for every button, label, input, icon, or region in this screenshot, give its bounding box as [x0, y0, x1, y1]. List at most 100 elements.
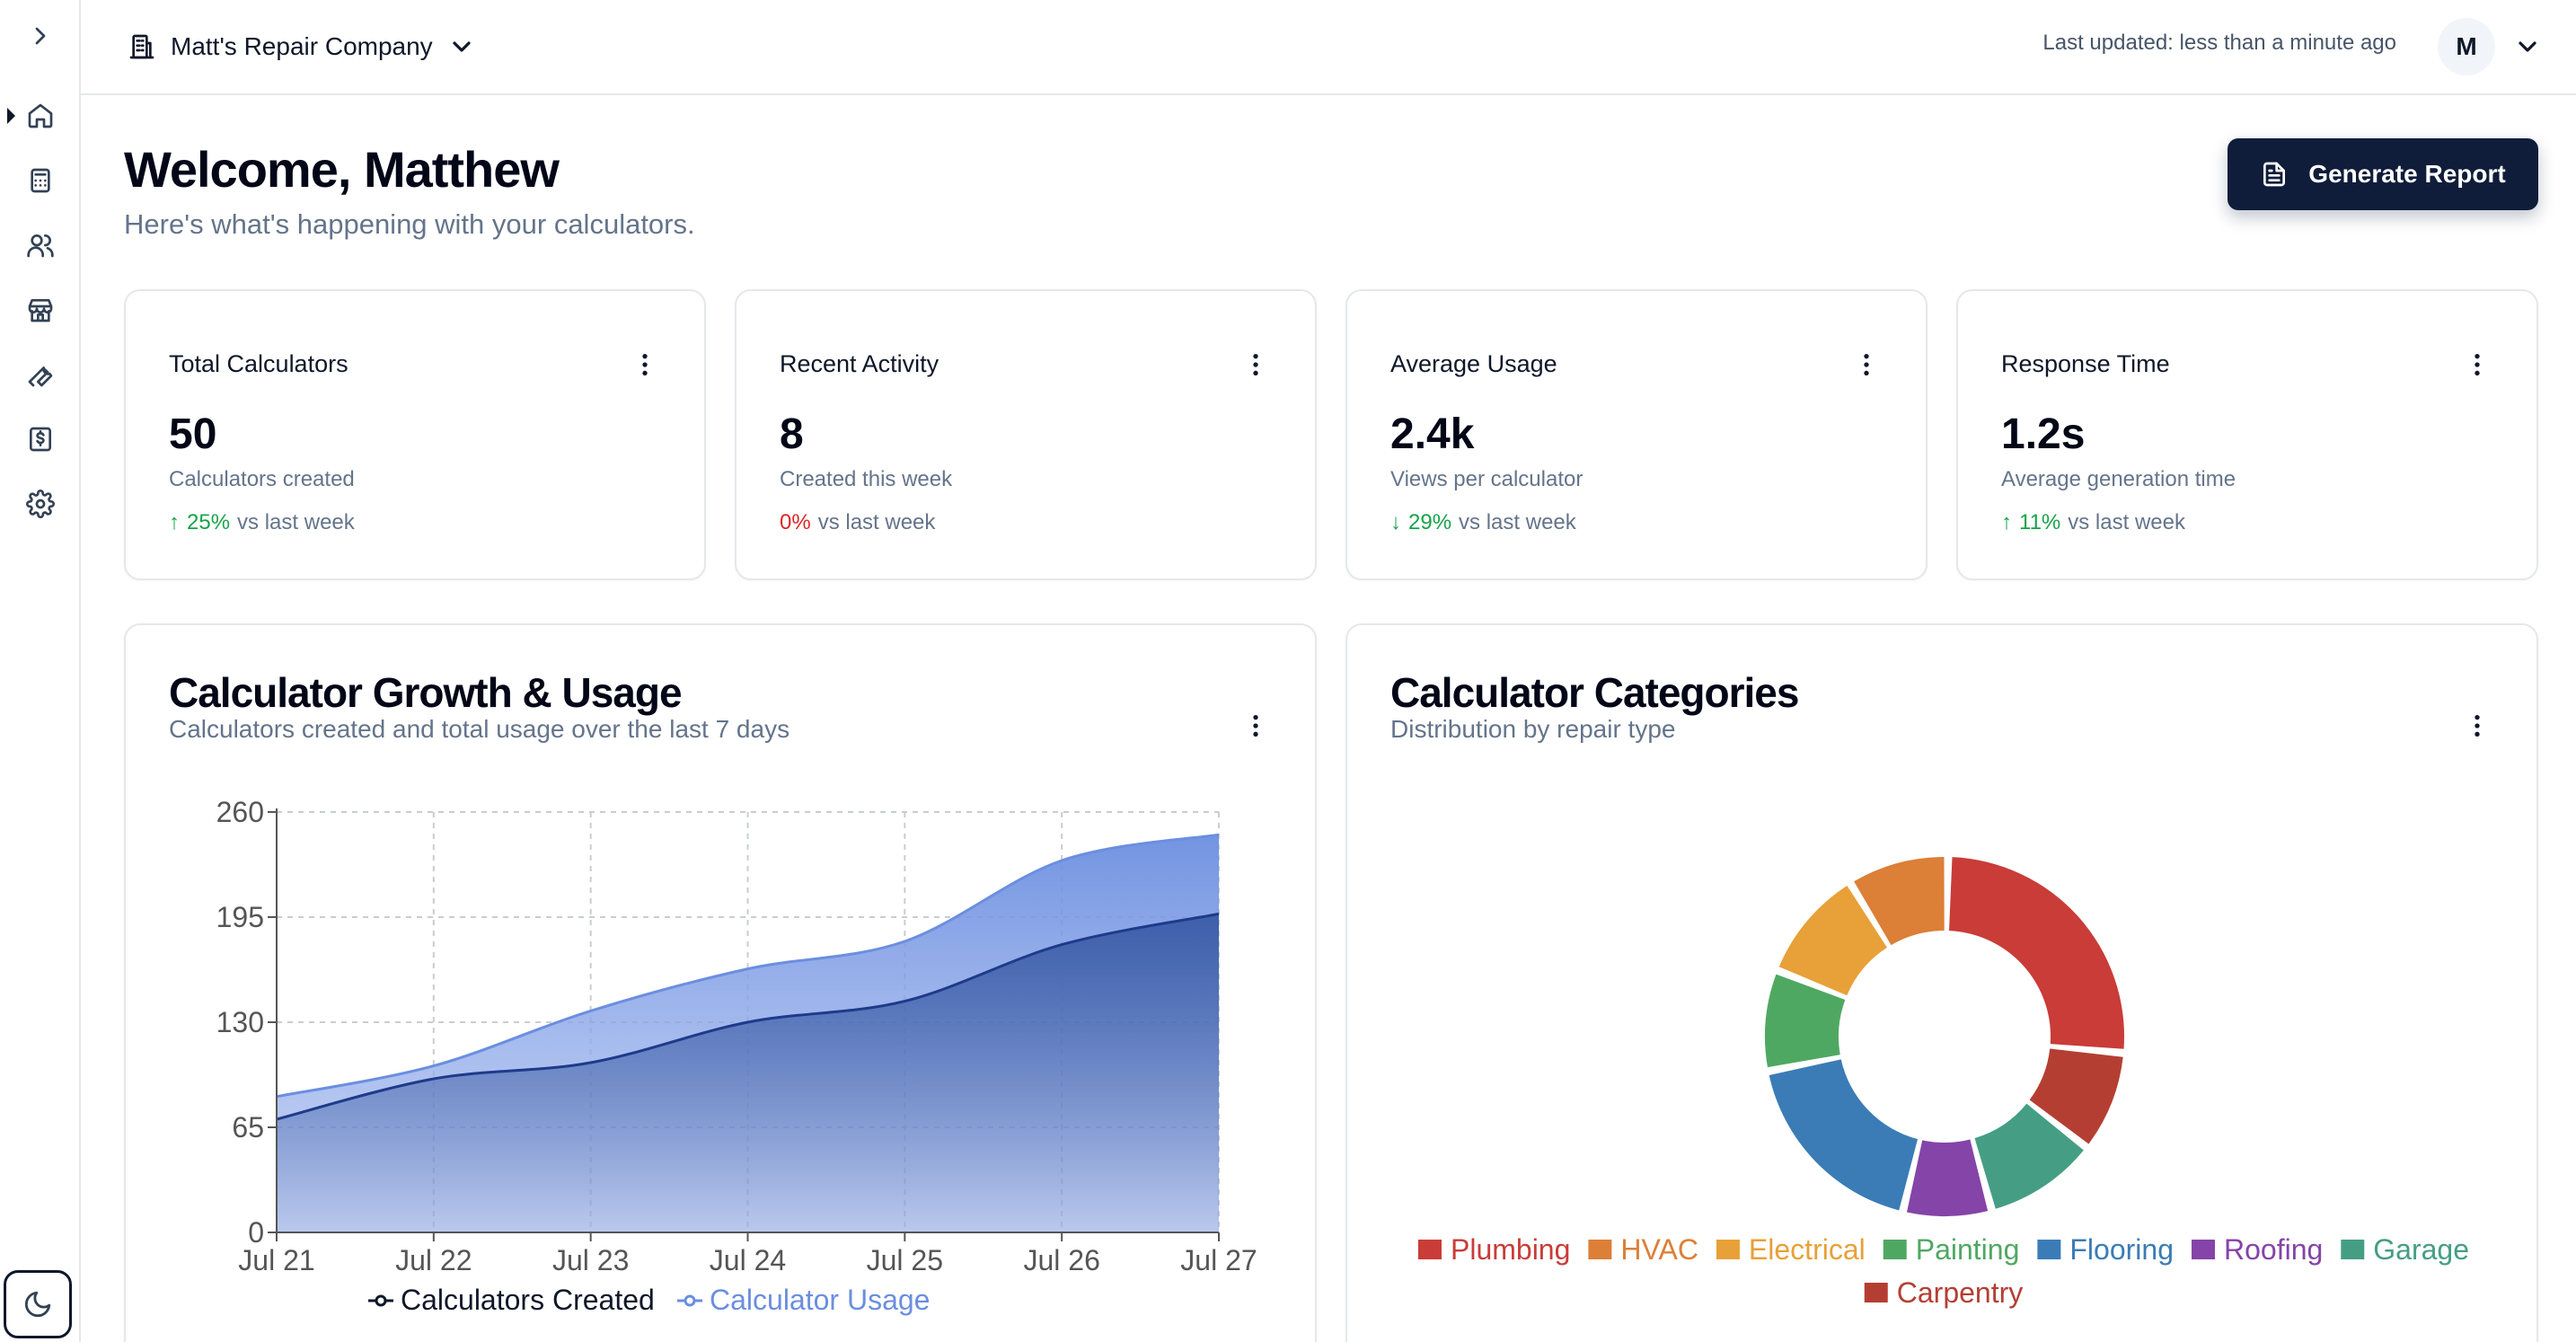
x-tick-label: Jul 27	[1180, 1244, 1257, 1276]
company-name: Matt's Repair Company	[171, 32, 433, 60]
sidebar-item-store[interactable]	[21, 290, 60, 330]
company-switcher[interactable]: Matt's Repair Company	[128, 25, 476, 68]
legend-item[interactable]: Electrical	[1716, 1233, 1866, 1266]
x-tick-label: Jul 25	[867, 1244, 943, 1276]
x-tick-label: Jul 24	[710, 1244, 786, 1276]
pie-slice-electrical[interactable]	[1778, 886, 1887, 996]
pie-slice-painting[interactable]	[1765, 974, 1846, 1068]
legend-dot	[684, 1294, 696, 1307]
legend-swatch	[1716, 1240, 1740, 1259]
pie-slice-roofing[interactable]	[1906, 1139, 1989, 1216]
growth-chart: 0 65 130 195 260 Jul 21 Jul 22 Jul 23 Jul 24 Jul …	[216, 796, 1257, 1316]
stat-card: Total Calculators 50 Calculators created ↑ 2…	[124, 289, 706, 580]
legend-label: Calculator Usage	[710, 1284, 930, 1316]
more-vertical-icon	[2475, 354, 2480, 375]
stat-trend: ↓ 29% vs last week	[1390, 510, 1576, 535]
legend-item[interactable]: Roofing	[2191, 1233, 2323, 1266]
expand-sidebar-button[interactable]	[21, 16, 60, 56]
stat-value: 1.2s	[2001, 411, 2086, 458]
growth-chart-subtitle: Calculators created and total usage over…	[169, 715, 790, 743]
legend-swatch	[1417, 1240, 1442, 1259]
pie-slice-plumbing[interactable]	[1949, 857, 2124, 1049]
y-tick-label: 0	[248, 1216, 264, 1249]
legend-dot	[375, 1294, 387, 1307]
legend-item[interactable]: Calculators Created	[368, 1284, 655, 1316]
legend-label: Garage	[2373, 1233, 2469, 1266]
growth-chart-card: Calculator Growth & Usage Calculators cr…	[124, 623, 1317, 1342]
legend-item[interactable]: Garage	[2341, 1233, 2469, 1266]
sidebar-item-users[interactable]	[21, 225, 60, 265]
dollar-icon	[30, 427, 51, 452]
legend-swatch	[1864, 1283, 1888, 1302]
x-tick-label: Jul 26	[1023, 1244, 1099, 1276]
stat-title: Recent Activity	[780, 350, 940, 377]
stat-value: 2.4k	[1390, 411, 1475, 458]
trend-arrow-icon: ↑	[169, 510, 180, 534]
categories-chart-subtitle: Distribution by repair type	[1390, 715, 1676, 743]
categories-chart-title: Calculator Categories	[1390, 669, 1799, 716]
page-title: Welcome, Matthew	[124, 141, 560, 198]
legend-item[interactable]: Painting	[1883, 1233, 2020, 1266]
gear-icon	[26, 490, 55, 518]
trend-value: 11%	[2019, 510, 2061, 534]
pie-slice-flooring[interactable]	[1769, 1059, 1919, 1211]
stat-title: Average Usage	[1390, 350, 1557, 377]
stat-card: Response Time 1.2s Average generation time…	[1956, 289, 2538, 580]
categories-chart-menu-button[interactable]	[2463, 708, 2492, 744]
generate-report-button[interactable]: Generate Report	[2228, 138, 2538, 210]
legend-item[interactable]: HVAC	[1588, 1233, 1698, 1266]
more-vertical-icon	[1253, 354, 1258, 375]
dark-mode-toggle[interactable]	[4, 1270, 72, 1338]
legend-label: Roofing	[2224, 1233, 2323, 1266]
stat-caption: Created this week	[780, 467, 953, 491]
active-indicator	[7, 108, 15, 124]
stat-title: Response Time	[2001, 350, 2170, 377]
more-vertical-icon	[1253, 715, 1258, 737]
topbar: Matt's Repair Company Last updated: less…	[81, 0, 2576, 95]
user-menu-chevron-icon[interactable]	[2513, 32, 2542, 61]
legend-item[interactable]: Calculator Usage	[677, 1284, 930, 1316]
stat-menu-button[interactable]	[1241, 347, 1270, 383]
wrench-icon	[28, 366, 53, 387]
legend-item[interactable]: Flooring	[2037, 1233, 2174, 1266]
stat-caption: Calculators created	[169, 467, 355, 491]
generate-report-label: Generate Report	[2308, 160, 2506, 188]
stat-trend: 0% vs last week	[780, 510, 935, 535]
y-tick-label: 65	[232, 1111, 264, 1143]
sidebar-item-billing[interactable]	[21, 419, 60, 459]
trend-suffix: vs last week	[237, 510, 355, 534]
sidebar-item-calculators[interactable]	[21, 161, 60, 200]
sidebar-item-tools[interactable]	[21, 355, 60, 394]
legend-swatch	[2037, 1240, 2061, 1259]
pie-slice-carpentry[interactable]	[2029, 1048, 2123, 1144]
stat-menu-button[interactable]	[1852, 347, 1881, 383]
sidebar	[0, 0, 81, 1342]
x-tick-label: Jul 22	[395, 1244, 472, 1276]
pie-slice-garage[interactable]	[1974, 1103, 2084, 1209]
trend-suffix: vs last week	[2068, 510, 2185, 534]
stat-value: 8	[780, 411, 804, 458]
categories-chart: Plumbing HVAC Electrical Painting Flooring Ro…	[1417, 857, 2469, 1309]
pie-slice-hvac[interactable]	[1854, 857, 1945, 946]
stat-trend: ↑ 11% vs last week	[2001, 510, 2185, 535]
stat-menu-button[interactable]	[2463, 347, 2492, 383]
legend-swatch	[1588, 1240, 1612, 1259]
stat-menu-button[interactable]	[631, 347, 659, 383]
sidebar-item-home[interactable]	[21, 96, 60, 136]
trend-value: 25%	[187, 510, 231, 534]
avatar[interactable]: M	[2438, 18, 2495, 75]
legend-item[interactable]: Carpentry	[1864, 1276, 2024, 1309]
trend-suffix: vs last week	[1459, 510, 1576, 534]
series-line-usage	[276, 833, 1220, 1099]
chevron-right-icon	[35, 27, 46, 45]
y-tick-label: 260	[216, 796, 264, 828]
x-tick-label: Jul 21	[238, 1244, 314, 1276]
sidebar-item-settings[interactable]	[21, 484, 60, 524]
legend-item[interactable]: Plumbing	[1417, 1233, 1570, 1266]
growth-chart-menu-button[interactable]	[1241, 708, 1270, 744]
building-icon	[129, 34, 154, 59]
stat-card: Average Usage 2.4k Views per calculator ↓ 29…	[1345, 289, 1928, 580]
series-area-created	[277, 914, 1219, 1232]
legend-label: Calculators Created	[401, 1284, 655, 1316]
stat-caption: Average generation time	[2001, 467, 2236, 491]
